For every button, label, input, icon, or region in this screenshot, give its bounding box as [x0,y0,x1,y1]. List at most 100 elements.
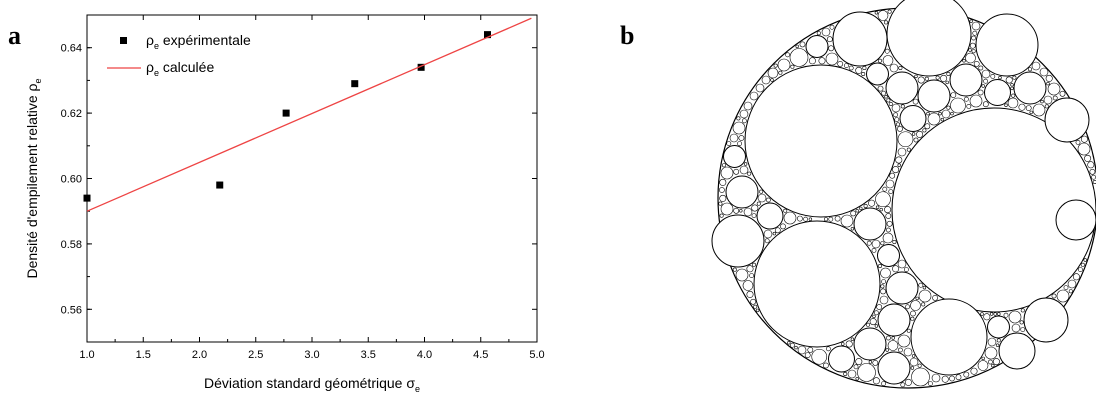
packed-circle [828,45,834,52]
packed-circle [790,64,795,69]
packed-circle [885,179,895,189]
packed-circle [872,359,879,366]
packed-circle [972,30,978,36]
packed-circle [949,63,983,97]
packed-circle [910,298,988,376]
packed-circle [773,63,778,68]
packed-circle [1010,86,1014,91]
packed-circle [988,359,993,365]
packed-circle [1075,139,1081,145]
packed-circle [753,304,758,309]
packed-circle [888,189,894,194]
packed-circle [840,214,854,228]
packed-circle [811,348,828,365]
packed-circle [755,308,760,313]
y-tick-label: 0.56 [61,304,82,316]
packed-circle [931,373,941,383]
packed-circle [973,61,980,67]
packed-circle [905,304,910,310]
packed-circle [880,267,891,279]
packed-circle [847,369,857,379]
packed-circle [926,111,930,116]
packed-circle [844,63,849,68]
packed-circle [917,363,922,368]
packed-circle [911,132,916,136]
packed-circle [821,27,831,37]
packed-circle [1056,289,1070,303]
packed-circle [887,9,892,14]
packed-circle [797,345,807,355]
packed-circle [928,381,933,386]
scatter-chart: 1.0 1.5 2.0 2.5 3.0 3.5 4.0 4.5 5.0 0.56 0.58 0.60… [24,14,545,394]
packed-circle [719,178,727,186]
packed-circle [984,346,998,360]
packed-circle [1003,312,1009,318]
packed-circle [1051,293,1057,299]
packed-circle [971,21,981,31]
packed-circle [848,65,854,71]
packed-circle [911,354,916,358]
packed-circle [751,213,757,218]
packed-circle [950,92,957,98]
packed-circle [885,71,919,105]
packed-circle [880,288,886,295]
packed-circle [746,265,754,273]
packed-circle [998,332,1036,370]
packed-circle [1044,104,1049,109]
packed-circle [790,342,795,348]
x-tick-label: 5.0 [529,349,544,361]
packed-circle [749,273,754,278]
packed-circle [872,377,880,385]
x-tick-label: 2.0 [192,349,207,361]
packed-circle [886,220,893,227]
panel-label-a: a [8,21,21,50]
packed-circle [950,111,954,116]
packed-circle [877,263,882,268]
packed-circle [983,78,988,84]
packed-circle [886,0,972,77]
packed-circle [875,191,891,208]
packed-circle [941,109,951,119]
packed-circle [855,377,859,381]
packed-circle [996,338,1001,343]
packed-circle [834,215,841,222]
packed-circle [891,107,1096,313]
packed-circle [884,206,892,214]
packed-circle [737,141,742,146]
packed-circle [966,104,972,109]
packed-circle [897,125,903,132]
packed-circle [1084,154,1092,162]
packed-circle [1072,273,1080,281]
packed-circle [869,318,877,326]
packed-circle [1043,95,1053,105]
packed-circle [913,137,919,143]
packed-circle [1080,262,1085,267]
packed-circle [963,371,970,378]
packed-circle [922,285,927,290]
packed-circle [853,364,859,370]
packed-circle [845,340,853,348]
packed-circle [880,284,885,289]
packed-circle [874,310,879,316]
packed-circle [826,346,831,352]
packed-circle [897,147,907,157]
packed-circle [977,360,989,371]
packed-circle [1044,97,1090,143]
packed-circle [877,303,911,337]
packed-circle [903,347,913,357]
packed-circle [1055,199,1096,241]
packed-circle [877,58,882,63]
packed-circle [832,11,888,67]
packed-circle [853,207,887,241]
packed-circle [1029,110,1033,115]
circle-packing-diagram [711,0,1096,389]
packed-circle [984,79,1011,106]
packed-circle [917,76,925,84]
fit-line-calculated [86,17,532,212]
packed-circle [736,116,741,121]
packed-circle [725,175,759,209]
packed-circle [735,268,749,282]
packed-circle [850,210,857,217]
packed-circle [965,52,976,64]
